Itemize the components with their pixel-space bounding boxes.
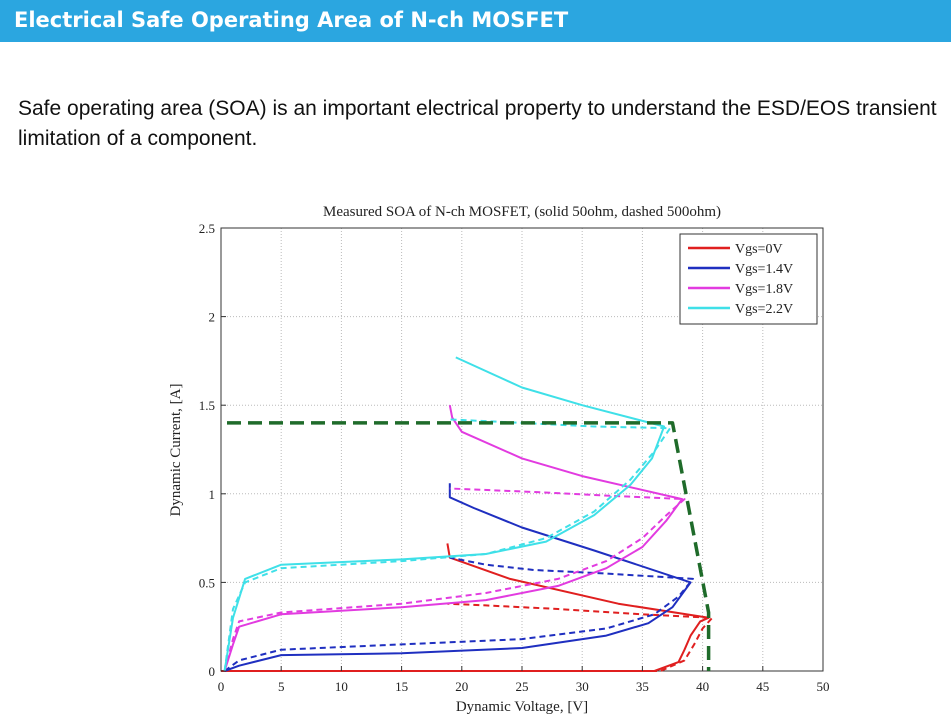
axis-ticks: 0 5 10 15 20 25 30 35 40 45 50 0 0.5 1 1.5 2 2.5 bbox=[199, 221, 830, 694]
series-line-5 bbox=[223, 487, 686, 672]
legend-label: Vgs=2.2V bbox=[735, 302, 793, 317]
y-tick-label: 1 bbox=[209, 487, 216, 502]
x-tick-label: 15 bbox=[395, 679, 408, 694]
y-tick-label: 0 bbox=[209, 664, 216, 679]
x-tick-label: 20 bbox=[455, 679, 468, 694]
x-tick-label: 0 bbox=[218, 679, 225, 694]
legend-label: Vgs=0V bbox=[735, 242, 783, 257]
y-tick-label: 1.5 bbox=[199, 398, 215, 413]
y-tick-label: 2 bbox=[209, 310, 216, 325]
legend-label: Vgs=1.4V bbox=[735, 262, 793, 277]
x-tick-label: 5 bbox=[278, 679, 285, 694]
y-tick-label: 0.5 bbox=[199, 575, 215, 590]
x-tick-label: 10 bbox=[335, 679, 348, 694]
series-layer bbox=[221, 356, 714, 672]
series-line-6 bbox=[223, 356, 666, 672]
y-tick-label: 2.5 bbox=[199, 221, 215, 236]
x-tick-label: 50 bbox=[817, 679, 830, 694]
title-banner: Electrical Safe Operating Area of N-ch M… bbox=[0, 0, 951, 42]
x-tick-label: 30 bbox=[576, 679, 589, 694]
chart-title: Measured SOA of N-ch MOSFET, (solid 50oh… bbox=[323, 204, 721, 220]
x-tick-label: 35 bbox=[636, 679, 649, 694]
page-title: Electrical Safe Operating Area of N-ch M… bbox=[14, 8, 569, 32]
x-axis-label: Dynamic Voltage, [V] bbox=[456, 699, 588, 715]
legend-label: Vgs=1.8V bbox=[735, 282, 793, 297]
series-line-7 bbox=[223, 418, 672, 672]
x-tick-label: 25 bbox=[516, 679, 529, 694]
series-line-8 bbox=[227, 421, 711, 671]
x-tick-label: 45 bbox=[756, 679, 769, 694]
x-tick-label: 40 bbox=[696, 679, 709, 694]
y-axis-label: Dynamic Current, [A] bbox=[168, 384, 184, 517]
series-line-4 bbox=[223, 405, 684, 672]
series-line-2 bbox=[224, 483, 692, 672]
intro-paragraph: Safe operating area (SOA) is an importan… bbox=[18, 97, 937, 150]
series-line-0 bbox=[221, 543, 710, 672]
legend: Vgs=0V Vgs=1.4V Vgs=1.8V Vgs=2.2V bbox=[679, 233, 818, 325]
series-line-3 bbox=[224, 556, 694, 672]
series-line-1 bbox=[221, 602, 714, 672]
